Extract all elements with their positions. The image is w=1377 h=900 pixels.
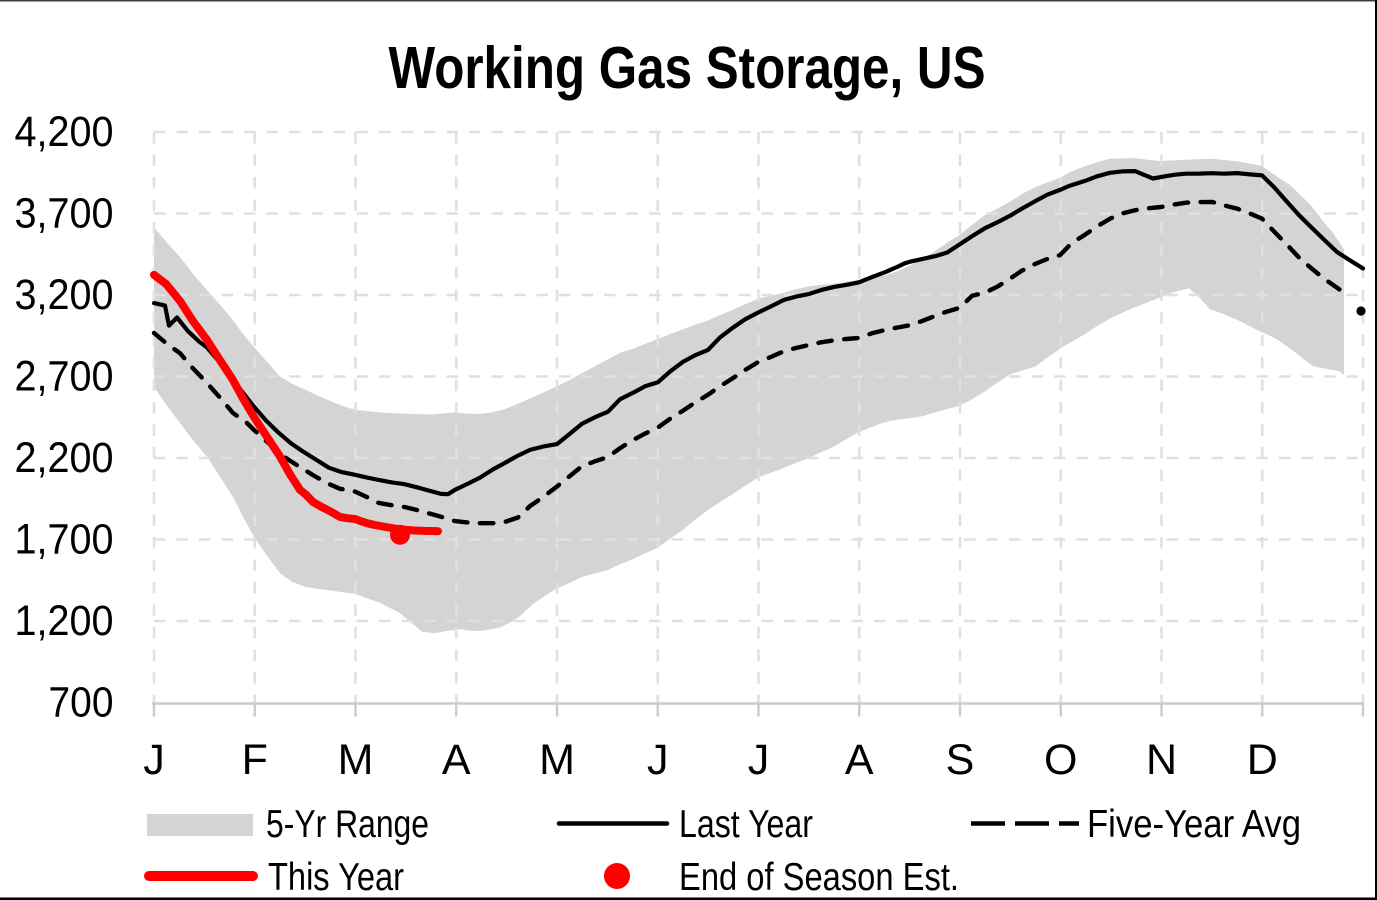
svg-text:3,200: 3,200 xyxy=(15,271,114,319)
svg-text:A: A xyxy=(442,736,471,784)
svg-text:Working Gas Storage, US: Working Gas Storage, US xyxy=(389,35,986,101)
svg-text:D: D xyxy=(1247,736,1278,784)
svg-text:J: J xyxy=(647,736,669,784)
svg-text:1,700: 1,700 xyxy=(15,516,114,564)
svg-text:Last Year: Last Year xyxy=(679,803,813,846)
svg-text:J: J xyxy=(143,736,165,784)
svg-text:O: O xyxy=(1044,736,1077,784)
svg-text:This Year: This Year xyxy=(268,856,404,899)
svg-text:700: 700 xyxy=(49,679,114,727)
svg-text:3,700: 3,700 xyxy=(15,190,114,238)
svg-text:5-Yr Range: 5-Yr Range xyxy=(266,803,429,846)
svg-text:End of Season Est.: End of Season Est. xyxy=(679,856,959,899)
svg-text:2,200: 2,200 xyxy=(15,434,114,482)
svg-text:A: A xyxy=(845,736,874,784)
svg-text:1,200: 1,200 xyxy=(15,597,114,645)
svg-text:N: N xyxy=(1146,736,1177,784)
svg-text:4,200: 4,200 xyxy=(15,108,114,156)
svg-text:F: F xyxy=(242,736,268,784)
svg-text:M: M xyxy=(338,736,374,784)
svg-text:Five-Year Avg: Five-Year Avg xyxy=(1087,803,1301,846)
svg-text:S: S xyxy=(946,736,975,784)
svg-text:J: J xyxy=(748,736,770,784)
svg-text:M: M xyxy=(539,736,575,784)
svg-text:2,700: 2,700 xyxy=(15,353,114,401)
